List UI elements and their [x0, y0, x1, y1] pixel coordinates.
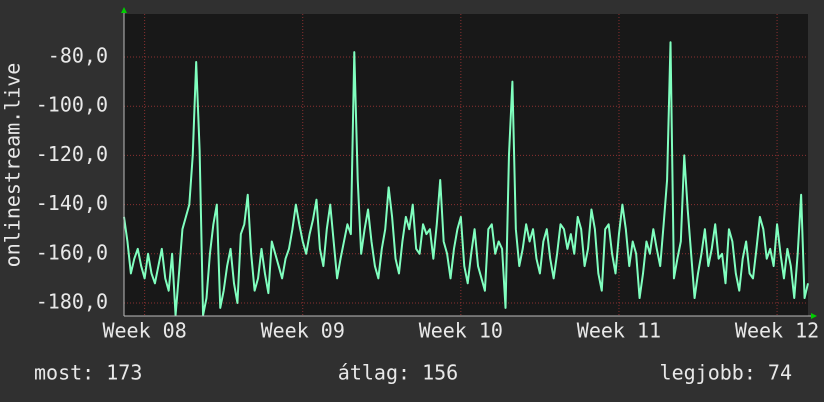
y-tick-label: -180,0: [36, 289, 108, 313]
footer-best: legjobb: 74: [660, 361, 792, 385]
footer-average: átlag: 156: [338, 361, 458, 385]
y-tick-label: -100,0: [36, 93, 108, 117]
y-tick-label: -80,0: [48, 44, 108, 68]
plot-area: [124, 14, 808, 316]
marks: [123, 41, 809, 317]
x-arrow: [811, 313, 817, 319]
data-line: [123, 41, 809, 317]
y-tick-label: -120,0: [36, 142, 108, 166]
y-arrow: [121, 7, 127, 13]
footer-current: most: 173: [34, 361, 142, 385]
x-tick-label: Week 11: [577, 319, 661, 343]
x-tick-label: Week 09: [261, 319, 345, 343]
y-tick-label: -160,0: [36, 240, 108, 264]
y-tick-label: -140,0: [36, 191, 108, 215]
x-tick-label: Week 08: [102, 319, 186, 343]
y-axis-label: onlinestream.live: [1, 63, 25, 268]
x-tick-label: Week 12: [735, 319, 819, 343]
x-tick-label: Week 10: [419, 319, 503, 343]
